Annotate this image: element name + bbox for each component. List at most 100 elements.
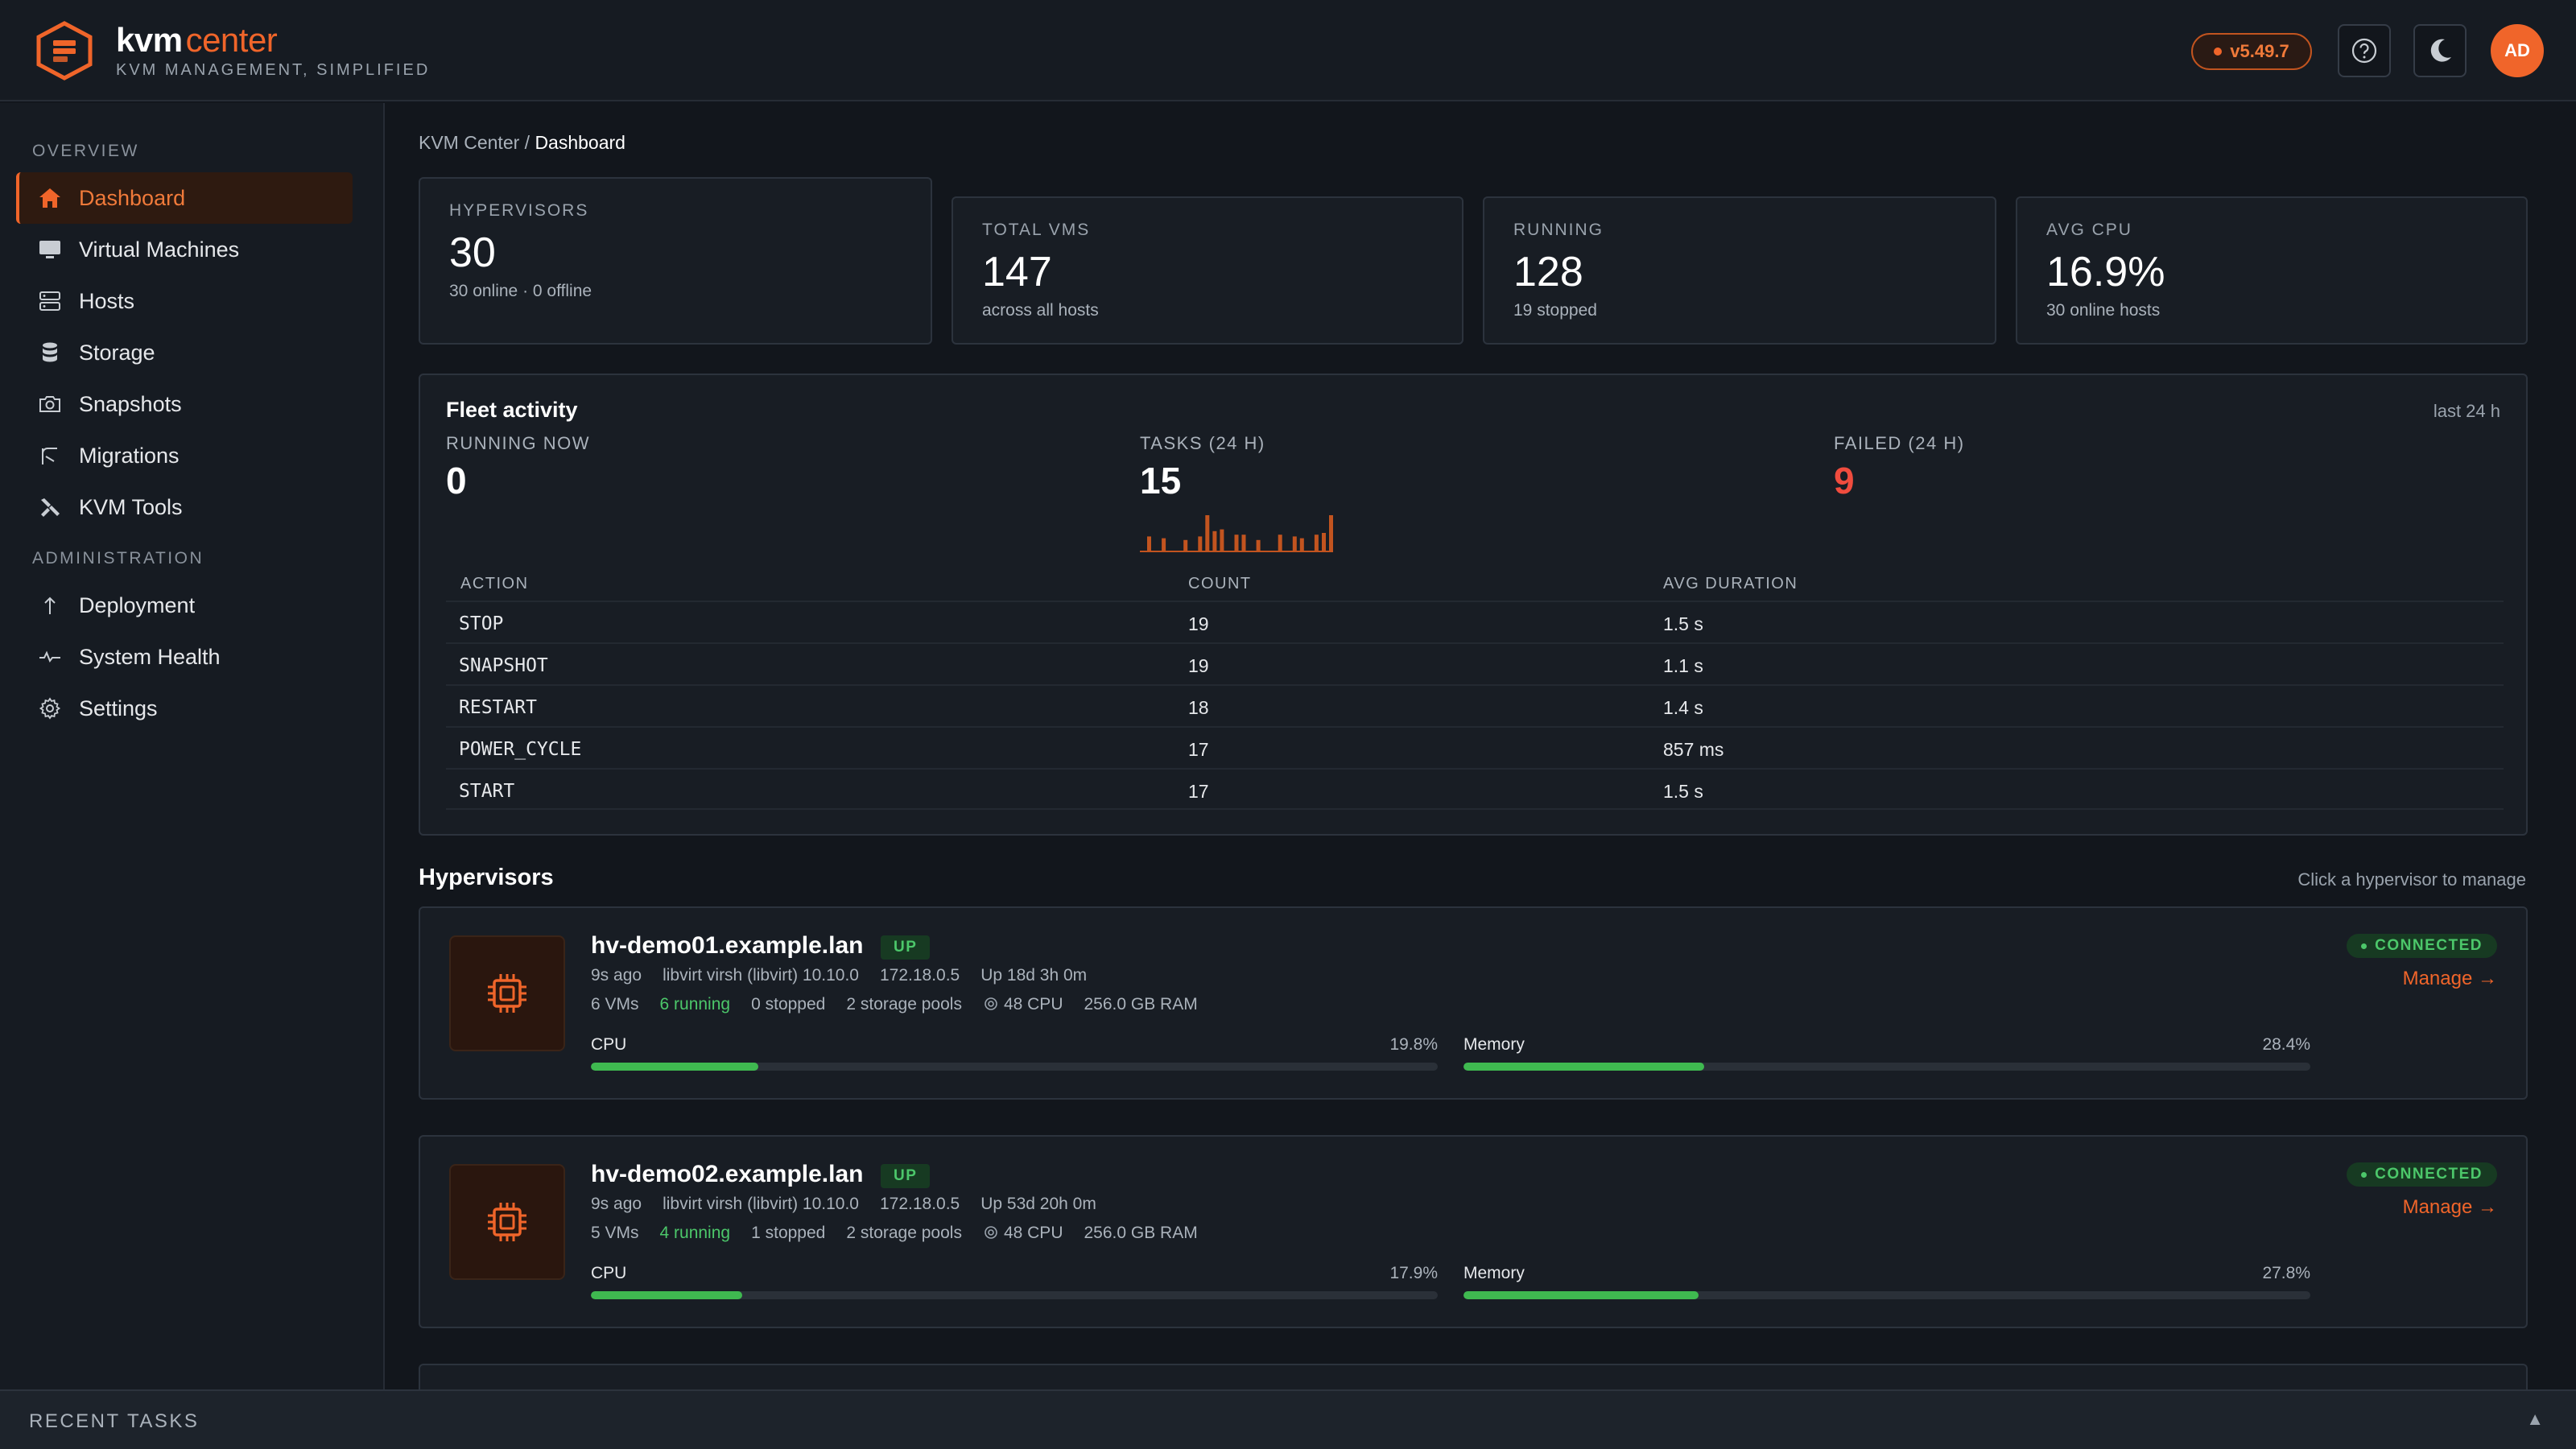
fleet-activity-panel: Fleet activity last 24 h RUNNING NOW 0 T… — [419, 374, 2528, 836]
stat-label: TOTAL VMS — [982, 221, 1091, 239]
vm-count: 5 VMs — [591, 1224, 639, 1242]
memory-bar-label: Memory — [1463, 1264, 1525, 1282]
storage-pools: 2 storage pools — [846, 1224, 962, 1242]
ram-size: 256.0 GB RAM — [1084, 995, 1198, 1013]
sidebar-item-dashboard[interactable]: Dashboard — [16, 172, 353, 224]
status-dot-icon — [2361, 1171, 2368, 1178]
vm-count: 6 VMs — [591, 995, 639, 1013]
sidebar-item-label: KVM Tools — [79, 494, 183, 519]
top-header: kvmcenter KVM MANAGEMENT, SIMPLIFIED v5.… — [0, 0, 2576, 101]
sidebar-item-settings[interactable]: Settings — [16, 683, 353, 734]
count-cell: 19 — [1188, 613, 1209, 634]
connection-label: CONNECTED — [2375, 1166, 2483, 1183]
memory-usage-fill — [1463, 1063, 1704, 1071]
brand-tagline: KVM MANAGEMENT, SIMPLIFIED — [116, 61, 431, 79]
sparkline-bar — [1147, 536, 1151, 551]
theme-toggle-button[interactable] — [2413, 24, 2467, 77]
breadcrumb-current: Dashboard — [535, 132, 625, 153]
stat-card-total-vms[interactable]: TOTAL VMS 147 across all hosts — [952, 196, 1463, 345]
cpu-small-icon — [985, 1226, 997, 1239]
sidebar-item-system-health[interactable]: System Health — [16, 631, 353, 683]
brand-center: center — [185, 21, 278, 59]
sidebar-item-virtual-machines[interactable]: Virtual Machines — [16, 224, 353, 275]
sidebar-item-hosts[interactable]: Hosts — [16, 275, 353, 327]
stat-card-avg-cpu[interactable]: AVG CPU 16.9% 30 online hosts — [2016, 196, 2528, 345]
hypervisor-card[interactable]: hv-demo01.example.lan UP 9s ago libvirt v… — [419, 906, 2528, 1100]
column-header-action: ACTION — [460, 575, 529, 592]
connection-badge: CONNECTED — [2347, 934, 2497, 958]
storage-pools: 2 storage pools — [846, 995, 962, 1013]
sidebar-item-label: Dashboard — [79, 185, 186, 210]
sparkline-bar — [1198, 536, 1203, 551]
recent-tasks-bar[interactable]: RECENT TASKS ▲ — [0, 1389, 2576, 1449]
last-seen: 9s ago — [591, 966, 642, 985]
sidebar-item-label: Virtual Machines — [79, 237, 240, 262]
sidebar-item-deployment[interactable]: Deployment — [16, 580, 353, 631]
stopped-count: 1 stopped — [751, 1224, 826, 1242]
count-cell: 17 — [1188, 739, 1209, 760]
avg-duration-cell: 857 ms — [1663, 739, 1724, 760]
breadcrumb-root[interactable]: KVM Center — [419, 132, 520, 153]
stat-card-hypervisors[interactable]: HYPERVISORS 30 30 online · 0 offline — [419, 177, 932, 345]
stat-card-running[interactable]: RUNNING 128 19 stopped — [1483, 196, 1996, 345]
hypervisor-name[interactable]: hv-demo02.example.lan — [591, 1161, 864, 1187]
sparkline-bar — [1314, 535, 1319, 551]
version-badge[interactable]: v5.49.7 — [2191, 33, 2312, 70]
stat-label: HYPERVISORS — [449, 201, 589, 220]
stat-value: 30 — [449, 229, 496, 276]
avg-duration-cell: 1.1 s — [1663, 655, 1703, 676]
brand: kvmcenter KVM MANAGEMENT, SIMPLIFIED — [116, 21, 430, 80]
driver-info: libvirt virsh (libvirt) 10.10.0 — [663, 966, 859, 985]
chevron-up-icon[interactable]: ▲ — [2526, 1409, 2544, 1429]
cpu-count: 48 CPU — [1003, 995, 1063, 1013]
sparkline-bar — [1212, 530, 1217, 551]
ip-address: 172.18.0.5 — [879, 966, 960, 985]
sparkline-bar — [1256, 539, 1261, 551]
table-row: STOP 19 1.5 s — [446, 601, 2504, 642]
manage-link[interactable]: Manage → — [2402, 1196, 2497, 1218]
home-icon — [35, 184, 64, 213]
sparkline-bar — [1205, 515, 1210, 551]
status-dot-icon — [2361, 943, 2368, 949]
avg-duration-cell: 1.5 s — [1663, 781, 1703, 802]
cpu-chip-icon — [449, 935, 565, 1051]
metric-running-value: 0 — [446, 460, 467, 502]
cpu-usage-fill — [591, 1291, 743, 1299]
stat-value: 128 — [1513, 249, 1583, 295]
hypervisor-meta: 9s ago libvirt virsh (libvirt) 10.10.0 172… — [591, 966, 1108, 985]
memory-usage-bar — [1463, 1063, 2310, 1071]
metric-tasks-value: 15 — [1140, 460, 1182, 502]
server-icon — [35, 287, 64, 316]
stat-value: 16.9% — [2046, 249, 2165, 295]
cpu-count: 48 CPU — [1003, 1224, 1063, 1242]
hypervisors-section-hint: Click a hypervisor to manage — [2297, 869, 2526, 890]
manage-link[interactable]: Manage → — [2402, 968, 2497, 989]
hypervisor-status-badge: UP — [881, 1164, 931, 1188]
sidebar-item-snapshots[interactable]: Snapshots — [16, 378, 353, 430]
user-avatar[interactable]: AD — [2491, 24, 2544, 77]
action-cell: START — [459, 781, 515, 802]
table-row: SNAPSHOT 19 1.1 s — [446, 642, 2504, 684]
database-icon — [35, 338, 64, 367]
cpu-bar-label: CPU — [591, 1035, 627, 1054]
camera-icon — [35, 390, 64, 419]
table-row: POWER_CYCLE 17 857 ms — [446, 726, 2504, 768]
sparkline-bar — [1220, 529, 1224, 551]
stat-sub: 30 online · 0 offline — [449, 282, 592, 300]
memory-bar-percent: 27.8% — [2262, 1264, 2310, 1282]
sidebar-item-kvm-tools[interactable]: KVM Tools — [16, 481, 353, 533]
sidebar-item-storage[interactable]: Storage — [16, 327, 353, 378]
stat-label: RUNNING — [1513, 221, 1604, 239]
cpu-usage-bar — [591, 1063, 1438, 1071]
fleet-activity-title: Fleet activity — [446, 398, 578, 422]
hypervisor-card[interactable]: hv-demo02.example.lan UP 9s ago libvirt v… — [419, 1135, 2528, 1328]
help-button[interactable] — [2338, 24, 2391, 77]
cpu-bar-label: CPU — [591, 1264, 627, 1282]
sidebar-item-label: Settings — [79, 696, 158, 720]
breadcrumb-separator: / — [524, 132, 530, 153]
cpu-usage-fill — [591, 1063, 759, 1071]
sidebar-item-migrations[interactable]: Migrations — [16, 430, 353, 481]
metric-failed-label: FAILED (24 H) — [1834, 433, 1965, 453]
hypervisor-name[interactable]: hv-demo01.example.lan — [591, 932, 864, 959]
sparkline-bar — [1278, 535, 1282, 551]
